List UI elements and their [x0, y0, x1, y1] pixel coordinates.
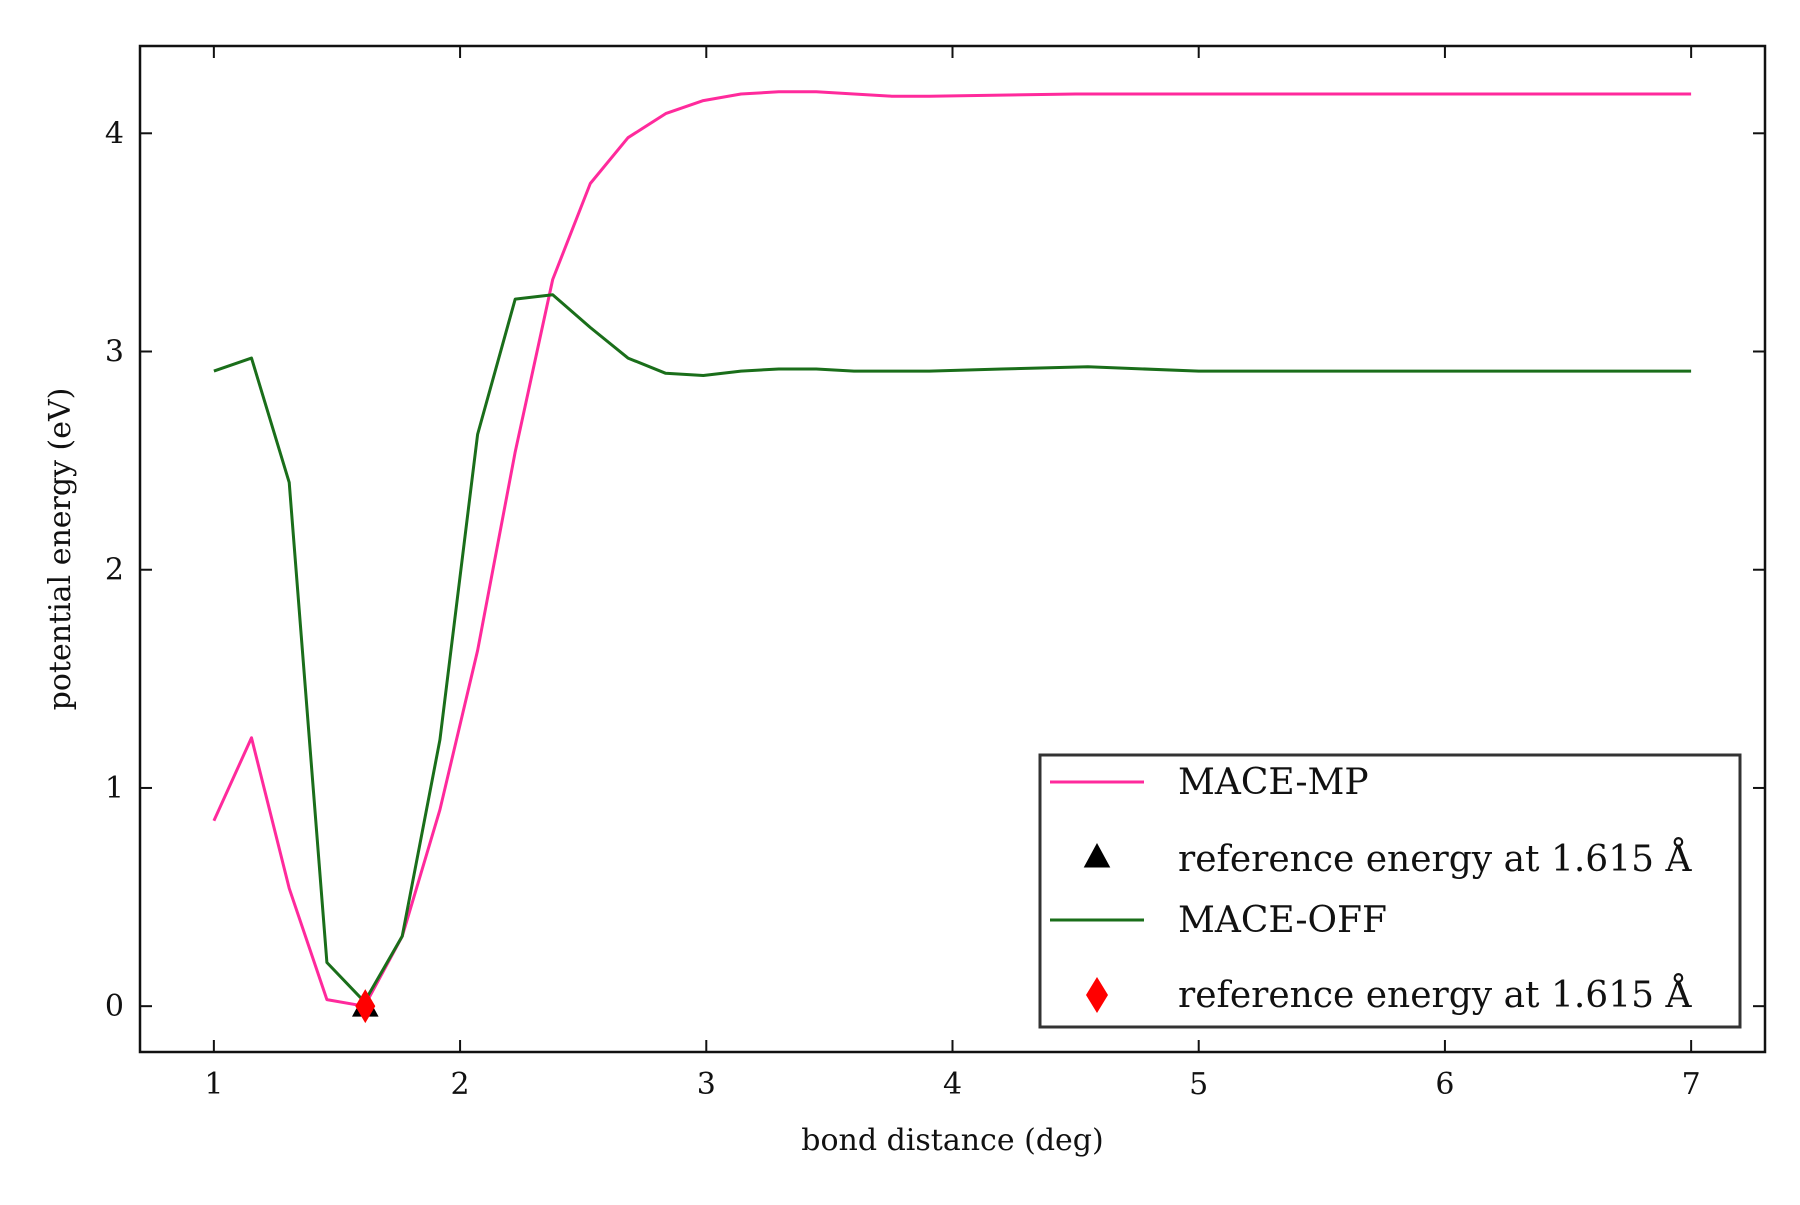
- y-tick-label: 0: [105, 989, 124, 1024]
- x-tick-label: 4: [943, 1067, 962, 1102]
- legend-label: reference energy at 1.615 Å: [1178, 974, 1692, 1016]
- legend-swatch-diamond: [1086, 977, 1108, 1013]
- y-tick-label: 4: [105, 116, 124, 151]
- axis-ticks: 1 2 3 4 5 6 7 0 1 2 3 4: [105, 46, 1765, 1102]
- legend-swatch-triangle: [1083, 843, 1111, 868]
- legend-label: MACE-OFF: [1178, 900, 1387, 941]
- legend: MACE-MP reference energy at 1.615 Å MACE-O…: [1038, 753, 1742, 1029]
- y-tick-label: 3: [105, 335, 124, 370]
- legend-label: reference energy at 1.615 Å: [1178, 838, 1692, 880]
- legend-label: MACE-MP: [1178, 762, 1369, 803]
- x-tick-label: 2: [451, 1067, 470, 1102]
- x-tick-label: 1: [204, 1067, 223, 1102]
- y-tick-label: 1: [105, 771, 124, 806]
- series-line-0: [212, 90, 1692, 1008]
- x-axis-label: bond distance (deg): [801, 1123, 1103, 1158]
- x-tick-label: 6: [1435, 1067, 1454, 1102]
- y-axis-label: potential energy (eV): [43, 388, 78, 711]
- legend-box: [1038, 753, 1742, 1029]
- series-line-1: [213, 293, 1692, 1004]
- marker-diamond: [355, 989, 376, 1024]
- series-group: [212, 90, 1692, 1008]
- x-tick-label: 3: [697, 1067, 716, 1102]
- y-tick-label: 2: [105, 553, 124, 588]
- x-tick-label: 7: [1682, 1067, 1701, 1102]
- marker-group: [351, 989, 379, 1024]
- x-tick-label: 5: [1189, 1067, 1208, 1102]
